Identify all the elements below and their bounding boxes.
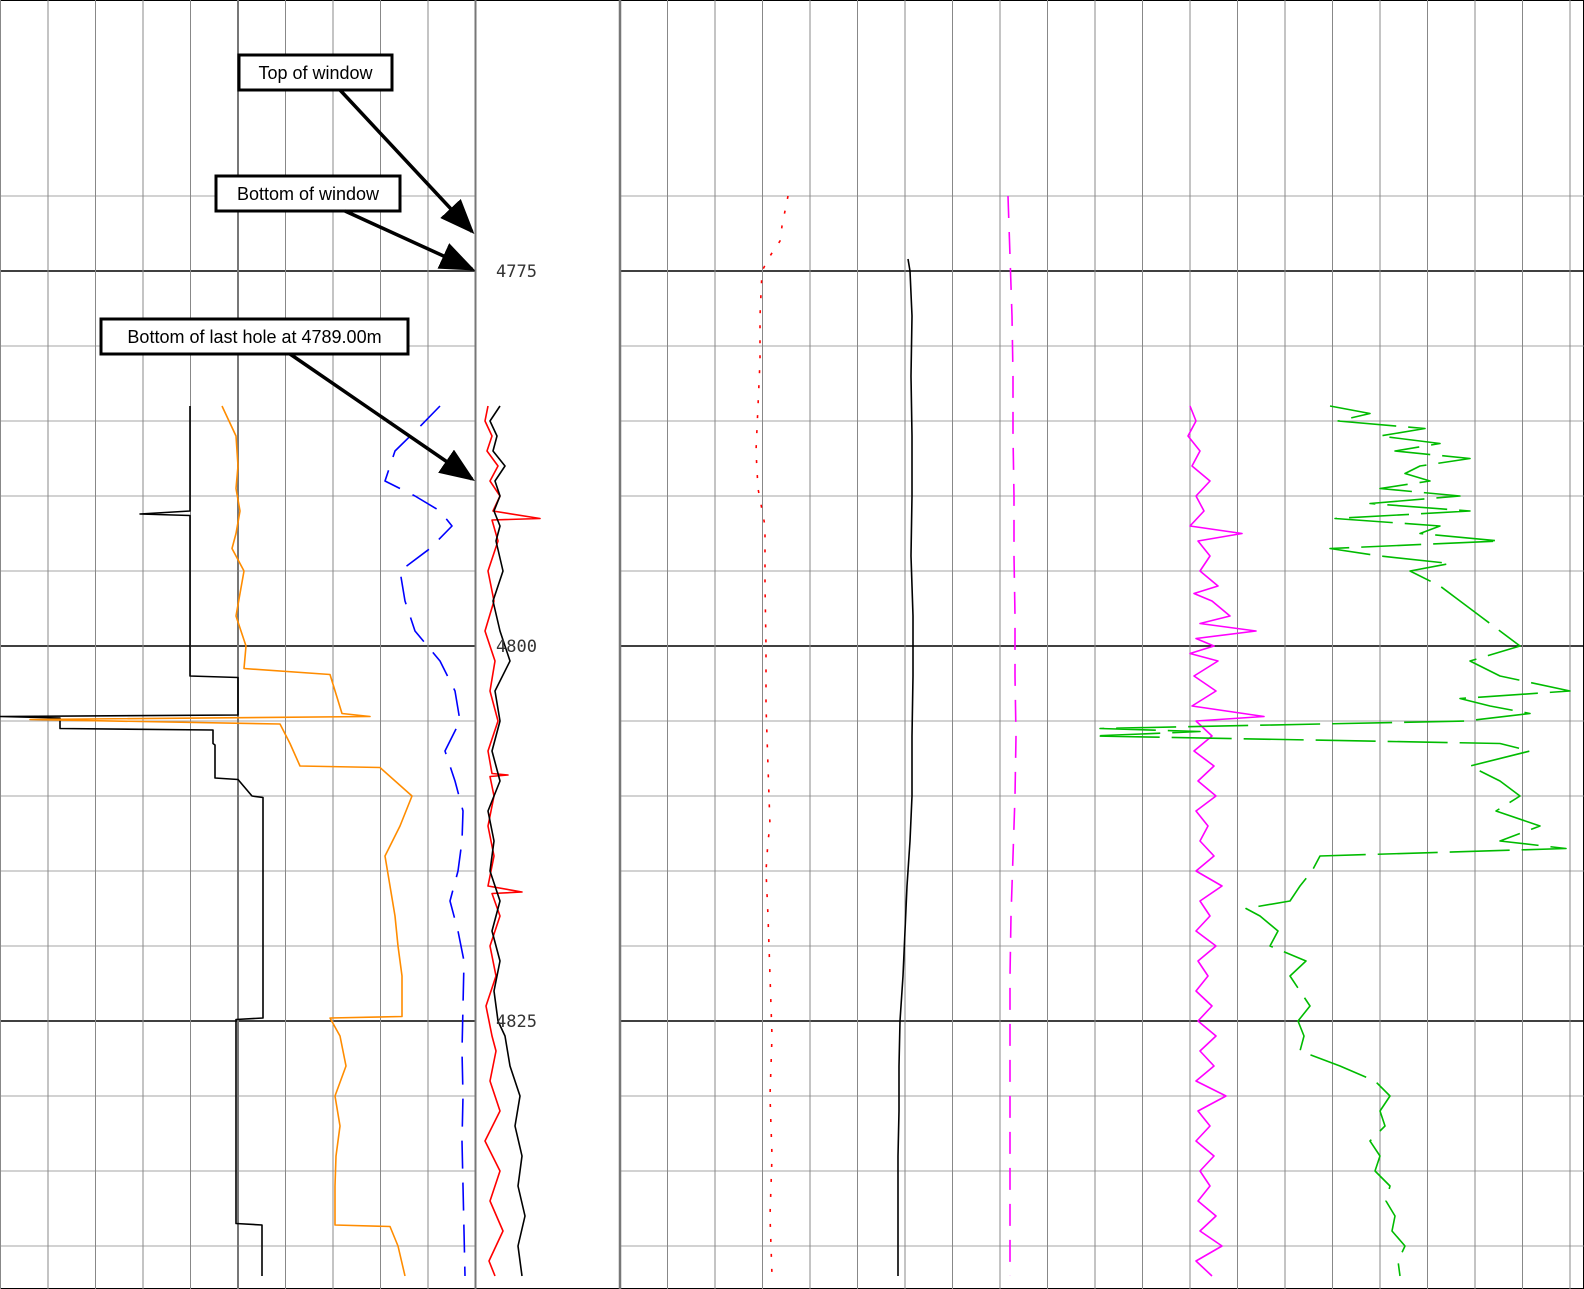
callout-box: [237, 53, 394, 92]
log-curve-orange-1: [29, 405, 413, 1277]
depth-label: 4775: [496, 262, 537, 282]
callout-text: Bottom of last hole at 4789.00m: [127, 327, 381, 347]
log-curve-black-0: [0, 406, 264, 1276]
log-curve-magenta-8: [1187, 405, 1265, 1277]
callout: Bottom of window: [214, 174, 476, 271]
callout-arrow: [344, 209, 476, 271]
log-curve-magenta-7: [1007, 195, 1017, 1276]
callout: Top of window: [237, 53, 475, 235]
depth-scale: 4775 4800 4825: [496, 262, 537, 1032]
depth-callouts: Top of window Bottom of window Bottom of l…: [99, 53, 476, 481]
log-curve-black-6: [897, 258, 914, 1276]
callout: Bottom of last hole at 4789.00m: [99, 317, 475, 481]
callout-arrow: [289, 352, 475, 481]
callout-text: Top of window: [258, 63, 373, 83]
callout-box: [99, 317, 410, 356]
log-curve-blue-2: [384, 405, 466, 1277]
log-curves: [0, 195, 1571, 1277]
callout-text: Bottom of window: [237, 184, 380, 204]
log-curve-green-9: [1093, 405, 1571, 1277]
callout-arrow: [338, 88, 475, 235]
depth-label: 4825: [496, 1012, 537, 1032]
log-curve-red-5: [755, 195, 789, 1277]
depth-label: 4800: [496, 637, 537, 657]
callout-box: [214, 174, 402, 213]
log-curve-black-4: [487, 405, 526, 1277]
